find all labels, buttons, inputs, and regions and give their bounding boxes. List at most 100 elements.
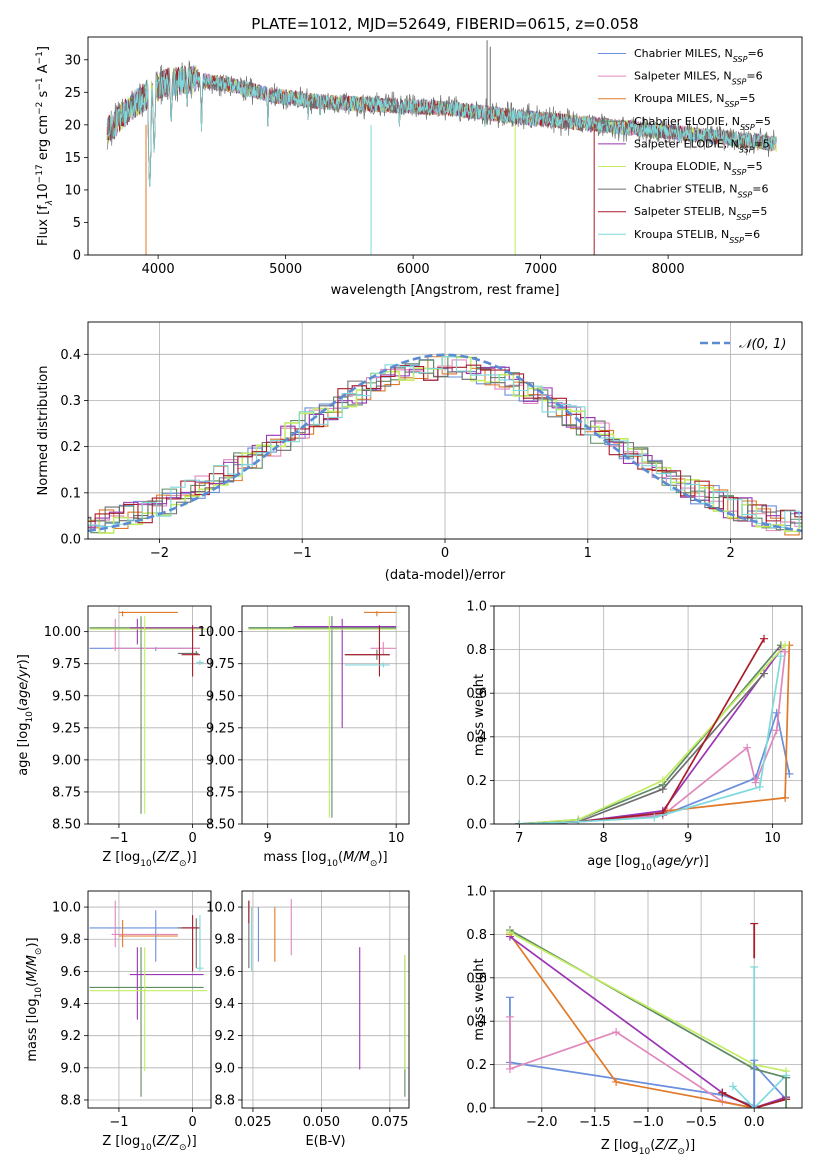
point-chabrier-stelib <box>177 918 199 969</box>
y-tick-label: 10.00 <box>198 625 235 640</box>
y-axis-label: mass weight <box>472 958 487 1040</box>
y-tick-label: 0.2 <box>60 440 81 455</box>
y-tick-label: 0.6 <box>466 687 487 702</box>
panel-mass-vs-e-b-v-: 0.025 0.050 0.075 8.8 9.0 9.2 9.4 9.6 9.8 10.0 E(B… <box>206 890 410 1149</box>
y-tick-label: 9.25 <box>206 721 235 736</box>
x-axis-label: age [log10(age/yr)] <box>587 854 709 873</box>
legend-label-chabrier-elodie: Chabrier ELODIE, NSSP=5 <box>634 115 771 132</box>
y-tick-label: 8.50 <box>206 818 235 833</box>
x-tick-label: −1 <box>109 1115 128 1130</box>
weight-marker <box>760 634 769 643</box>
point-salpeter-elodie <box>129 947 204 1020</box>
y-axis-label: age [log10(age/yr)] <box>16 654 35 776</box>
y-tick-label: 8.75 <box>52 785 81 800</box>
histogram-salpeter-stelib <box>88 364 802 524</box>
y-tick-label: 9.75 <box>52 657 81 672</box>
y-axis-label: Normed distribution <box>36 366 51 496</box>
panel-residual-distribution: −2 −1 0 1 2 0.0 0.1 0.2 0.3 0.4 (data-model)/error… <box>36 321 803 583</box>
y-tick-label: 9.6 <box>214 965 235 980</box>
x-axis-label: Z [log10(Z/Z⊙)] <box>601 1138 695 1157</box>
spectrum-lines <box>106 40 777 255</box>
weight-marker <box>760 669 769 678</box>
legend-label-gaussian: 𝒩(0, 1) <box>739 337 786 352</box>
gaussian-curve <box>88 353 802 533</box>
weight-line-salpeter-miles <box>519 651 786 824</box>
weight-marker <box>781 641 790 650</box>
y-tick-label: 8.50 <box>52 818 81 833</box>
legend-label-kroupa-miles: Kroupa MILES, NSSP=5 <box>634 92 755 109</box>
x-tick-label: 0.050 <box>303 1115 340 1130</box>
y-tick-label: 0.1 <box>60 486 81 501</box>
y-tick-label: 0.3 <box>60 394 81 409</box>
axes-frame <box>493 890 803 1109</box>
weight-marker <box>574 817 583 824</box>
y-tick-label: 10 <box>64 183 81 198</box>
y-tick-label: 9.6 <box>60 965 81 980</box>
x-tick-label: 0 <box>188 1115 196 1130</box>
weight-marker <box>772 726 781 735</box>
weight-marker <box>612 1028 621 1037</box>
x-tick-label: 0.075 <box>371 1115 408 1130</box>
histograms <box>88 353 802 536</box>
point-kroupa-elodie <box>248 616 397 818</box>
weight-marker <box>612 1077 621 1086</box>
y-tick-label: 0.8 <box>466 643 487 658</box>
weight-marker <box>658 785 667 794</box>
weight-marker <box>515 820 524 824</box>
axes-frame <box>87 605 212 825</box>
weight-line-kroupa-elodie <box>519 644 786 824</box>
point-kroupa-stelib <box>196 915 204 972</box>
y-tick-label: 0 <box>73 249 81 264</box>
legend-label-chabrier-stelib: Chabrier STELIB, NSSP=6 <box>634 183 768 200</box>
legend-label-salpeter-elodie: Salpeter ELODIE, NSSP=5 <box>634 137 770 154</box>
x-tick-label: 1 <box>584 546 592 561</box>
y-tick-label: 25 <box>64 86 81 101</box>
y-tick-label: 0.4 <box>466 1015 487 1030</box>
y-tick-label: 0.0 <box>466 818 487 833</box>
y-axis-label: Flux [fλ10−17 erg cm−2 s−1 A−1] <box>35 46 55 246</box>
point-kroupa-stelib <box>344 662 390 668</box>
y-tick-label: 0.0 <box>466 1102 487 1117</box>
x-tick-label: 0 <box>188 831 196 846</box>
error-bars <box>89 900 208 1097</box>
weight-line-salpeter-stelib <box>721 1092 787 1108</box>
point-chabrier-stelib <box>177 650 199 655</box>
y-tick-label: 9.00 <box>52 753 81 768</box>
axes-frame <box>493 605 803 825</box>
y-tick-label: 9.8 <box>60 933 81 948</box>
y-tick-label: 5 <box>73 216 81 231</box>
point-salpeter-stelib <box>181 625 200 677</box>
error-bars <box>89 611 208 814</box>
spectrum-line-kroupa-stelib <box>106 66 777 187</box>
weight-line-kroupa-stelib <box>519 655 782 824</box>
x-tick-label: 0.0 <box>744 1115 765 1130</box>
y-tick-label: 9.75 <box>206 657 235 672</box>
histogram-chabrier-stelib <box>88 367 802 524</box>
y-axis-label: mass weight <box>472 674 487 756</box>
weight-line-chabrier-stelib <box>519 673 765 824</box>
x-axis-label: wavelength [Angstrom, rest frame] <box>331 283 560 298</box>
x-tick-label: 7000 <box>524 262 557 277</box>
y-tick-label: 9.0 <box>214 1061 235 1076</box>
point-kroupa-miles <box>118 611 178 617</box>
point-kroupa-miles <box>118 919 178 948</box>
error-bars <box>248 899 406 1097</box>
y-tick-label: 10.0 <box>52 901 81 916</box>
x-tick-label: −0.5 <box>685 1115 717 1130</box>
weight-marker <box>755 782 764 791</box>
x-tick-label: 7 <box>515 831 523 846</box>
x-tick-label: −1.5 <box>579 1115 611 1130</box>
x-tick-label: 9 <box>684 831 692 846</box>
panel-mass-weight-vs-z: −2.0 −1.5 −1.0 −0.5 0.0 0.0 0.2 0.4 0.6 0.8 1.0 mas… <box>466 885 803 1157</box>
point-salpeter-elodie <box>293 618 397 728</box>
point-salpeter-miles <box>370 641 397 655</box>
x-tick-label: −1 <box>293 546 312 561</box>
weight-marker <box>728 1082 737 1091</box>
y-tick-label: 9.50 <box>52 689 81 704</box>
y-tick-label: 0.0 <box>60 533 81 548</box>
weight-marker <box>658 776 667 785</box>
point-salpeter-miles <box>111 900 178 948</box>
y-tick-label: 9.8 <box>214 933 235 948</box>
y-tick-label: 10.00 <box>44 625 81 640</box>
axes-frame <box>87 321 803 540</box>
